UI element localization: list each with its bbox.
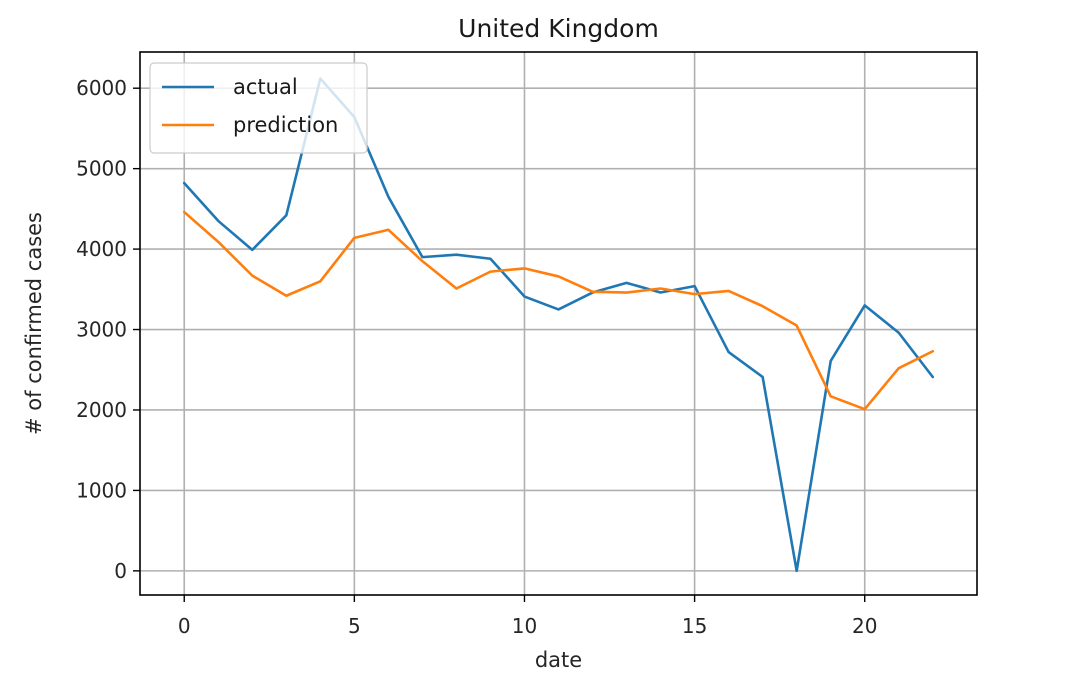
y-tick-label: 4000 — [76, 237, 127, 261]
y-tick-label: 2000 — [76, 398, 127, 422]
y-tick-label: 3000 — [76, 318, 127, 342]
x-tick-label: 15 — [682, 614, 707, 638]
legend-box — [149, 62, 368, 154]
chart-title: United Kingdom — [458, 14, 659, 43]
axis-ticks: 0 5 10 15 20 0 1000 2000 3000 4000 5000 6000 — [76, 76, 877, 638]
x-tick-label: 10 — [512, 614, 537, 638]
x-tick-label: 5 — [348, 614, 361, 638]
legend-label-prediction: prediction — [233, 113, 338, 137]
legend: actual prediction — [149, 62, 368, 154]
y-axis-title: # of confirmed cases — [22, 212, 46, 435]
legend-label-actual: actual — [233, 75, 298, 99]
x-axis-title: date — [535, 648, 582, 672]
plot-frame — [139, 51, 978, 596]
grid — [140, 52, 977, 595]
y-tick-label: 1000 — [76, 478, 127, 502]
y-tick-label: 0 — [114, 559, 127, 583]
series-line-prediction — [182, 210, 935, 411]
y-tick-label: 5000 — [76, 157, 127, 181]
x-tick-label: 0 — [178, 614, 191, 638]
x-tick-label: 20 — [852, 614, 877, 638]
y-tick-label: 6000 — [76, 76, 127, 100]
